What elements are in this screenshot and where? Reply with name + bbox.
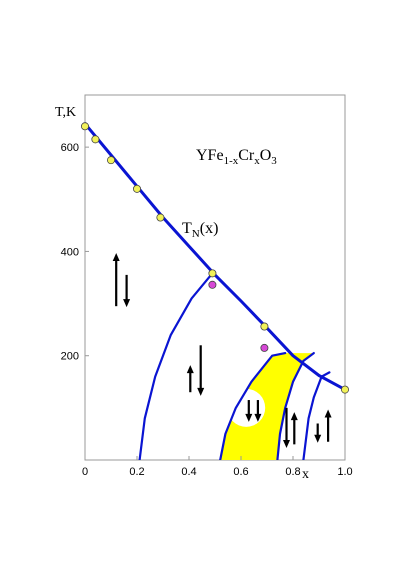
spin-arrow <box>254 400 262 422</box>
x-tick-label: 1.0 <box>337 466 352 478</box>
spin-arrow <box>290 412 298 445</box>
spin-arrow-head <box>254 413 262 422</box>
y-tick-label: 200 <box>61 351 79 363</box>
curve-boundary4 <box>302 371 331 460</box>
data-point <box>208 269 217 278</box>
yellow-phase-region <box>220 353 314 460</box>
y-axis-label: T,K <box>55 105 76 120</box>
spin-arrow-head <box>283 439 290 448</box>
data-point <box>107 156 116 165</box>
chart-title: YFe1-xCrxO3 <box>196 147 277 167</box>
curve-boundary3 <box>276 352 315 460</box>
spin-arrow <box>112 253 120 307</box>
white-region-spot <box>227 388 266 427</box>
y-tick-label: 400 <box>61 246 79 258</box>
spin-arrow-head <box>314 434 322 443</box>
spin-arrow-head <box>186 365 194 374</box>
data-point <box>260 322 269 331</box>
x-axis-label: x <box>302 467 309 482</box>
data-point <box>340 385 349 394</box>
curve-boundary2 <box>219 352 287 460</box>
data-point <box>132 184 141 193</box>
spin-arrow <box>245 400 253 422</box>
data-point <box>260 343 269 352</box>
spin-arrow <box>123 274 131 308</box>
data-point <box>81 122 90 131</box>
spin-arrow <box>197 345 205 396</box>
spin-arrow <box>283 407 290 448</box>
spin-arrow-head <box>123 299 131 308</box>
curve-boundary1 <box>138 272 214 460</box>
x-tick-label: 0.8 <box>285 466 300 478</box>
x-tick-label: 0.6 <box>233 466 248 478</box>
spin-arrow <box>186 365 194 393</box>
plot-frame <box>84 94 346 461</box>
spin-arrow <box>324 409 332 442</box>
spin-arrow-head <box>245 413 253 422</box>
x-tick-label: 0 <box>82 466 88 478</box>
data-point <box>91 135 100 144</box>
x-tick-label: 0.2 <box>129 466 144 478</box>
spin-arrow-head <box>112 253 120 262</box>
spin-arrow <box>314 423 322 443</box>
y-tick-label: 600 <box>61 142 79 154</box>
data-point <box>208 280 217 289</box>
tn-curve-label: TN(x) <box>182 220 218 240</box>
x-tick-label: 0.4 <box>181 466 196 478</box>
spin-arrow-head <box>197 387 205 396</box>
spin-arrow-head <box>290 412 298 421</box>
spin-arrow-head <box>324 409 332 418</box>
data-point <box>156 213 165 222</box>
